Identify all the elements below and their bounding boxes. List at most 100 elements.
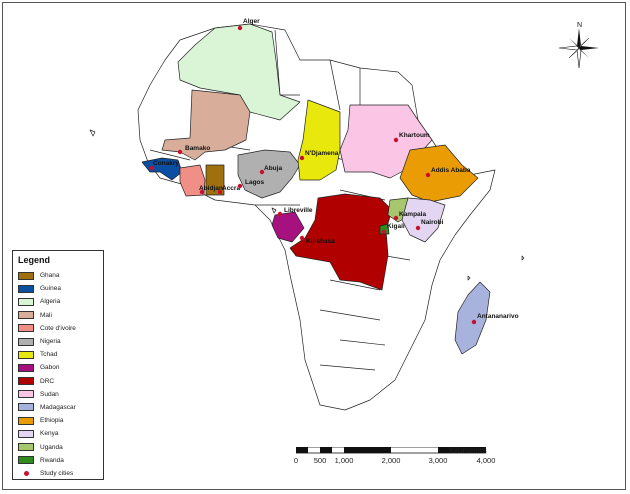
- scale-tick-label: 2,000: [381, 456, 401, 465]
- legend-label: Nigeria: [40, 338, 61, 346]
- country-cote-divoire: [179, 164, 206, 197]
- city-label-libreville: Libreville: [284, 207, 313, 214]
- country-algeria: [177, 23, 301, 121]
- legend-label: Guinea: [40, 285, 61, 293]
- city-label-conakry: Conakry: [153, 160, 179, 167]
- legend-label: Uganda: [40, 443, 63, 451]
- city-label-antananarivo: Antananarivo: [477, 313, 519, 320]
- city-marker-abidjan: [199, 189, 205, 195]
- city-label-kinshasa: Kinshasa: [306, 238, 335, 245]
- country-mali: [161, 89, 251, 161]
- city-dot-icon: [24, 470, 29, 476]
- legend-label: Rwanda: [40, 456, 64, 464]
- legend-swatch: [18, 377, 34, 386]
- city-label-bamako: Bamako: [185, 145, 210, 152]
- city-label-abidjan: Abidjan: [199, 185, 223, 192]
- legend-label: DRC: [40, 377, 55, 385]
- legend-item: Tchad: [18, 348, 98, 361]
- scale-tick-label: 4,000: [476, 456, 496, 465]
- city-marker-ndjamena: [299, 155, 305, 161]
- country-madagascar: [454, 281, 491, 355]
- city-label-ndjamena: N'Djamena: [305, 150, 339, 157]
- legend-item: Ghana: [18, 269, 98, 282]
- islands: [89, 129, 525, 281]
- scale-unit-label: Kilometers: [449, 446, 487, 455]
- legend-swatch: [18, 311, 34, 320]
- legend-item: Nigeria: [18, 335, 98, 348]
- country-kenya: [401, 197, 446, 243]
- legend: Legend Ghana Guinea Algeria Mali Cote d'ivoi…: [12, 250, 104, 480]
- legend-label: Sudan: [40, 390, 59, 398]
- city-marker-khartoum: [393, 137, 399, 143]
- country-tchad: [297, 99, 341, 181]
- scale-bar: [296, 447, 486, 454]
- city-marker-accra: [217, 189, 223, 195]
- city-label-kigali: Kigali: [387, 223, 405, 230]
- city-marker-alger: [237, 25, 243, 31]
- country-ghana: [205, 164, 225, 196]
- legend-label: Madagascar: [40, 403, 76, 411]
- city-marker-lagos: [237, 183, 243, 189]
- city-label-alger: Alger: [243, 18, 260, 25]
- city-markers: Alger Bamako Conakry Abidjan Accra Abuja…: [149, 18, 519, 325]
- city-marker-kigali: [381, 229, 387, 235]
- legend-label: Cote d'ivoire: [40, 324, 76, 332]
- city-marker-nairobi: [415, 225, 421, 231]
- country-nigeria: [237, 149, 301, 199]
- legend-item: Sudan: [18, 388, 98, 401]
- legend-swatch: [18, 390, 34, 399]
- legend-item: Kenya: [18, 427, 98, 440]
- legend-swatch: [18, 416, 34, 425]
- city-label-kampala: Kampala: [399, 211, 426, 218]
- city-label-nairobi: Nairobi: [421, 219, 444, 226]
- legend-label: Gabon: [40, 364, 60, 372]
- legend-swatch: [18, 284, 34, 293]
- city-label-accra: Accra: [222, 185, 240, 192]
- country-ethiopia: [399, 144, 479, 203]
- north-label: N: [577, 22, 582, 29]
- legend-swatch: [18, 456, 34, 465]
- city-label-khartoum: Khartoum: [399, 132, 430, 139]
- legend-label: Kenya: [40, 430, 59, 438]
- scale-tick-label: 500: [313, 456, 327, 465]
- legend-item: Gabon: [18, 361, 98, 374]
- city-marker-abuja: [259, 169, 265, 175]
- legend-item: DRC: [18, 375, 98, 388]
- legend-label: Ethiopia: [40, 417, 64, 425]
- city-marker-bamako: [177, 149, 183, 155]
- legend-swatch: [18, 297, 34, 306]
- country-guinea: [141, 157, 183, 181]
- legend-label: Mali: [40, 311, 52, 319]
- legend-item: Guinea: [18, 282, 98, 295]
- scale-tick-label: 3,000: [428, 456, 448, 465]
- legend-swatch: [18, 324, 34, 333]
- scale-tick-label: 0: [293, 456, 299, 465]
- city-marker-antananarivo: [471, 319, 477, 325]
- legend-swatch: [18, 337, 34, 346]
- city-marker-addis-ababa: [425, 172, 431, 178]
- legend-swatch: [18, 403, 34, 412]
- legend-item: Cote d'ivoire: [18, 322, 98, 335]
- compass-icon: N: [558, 22, 599, 69]
- legend-label: Tchad: [40, 351, 58, 359]
- legend-items: Ghana Guinea Algeria Mali Cote d'ivoire Niger…: [18, 269, 98, 467]
- country-drc: [289, 193, 393, 291]
- legend-label: Ghana: [40, 272, 60, 280]
- city-marker-kinshasa: [299, 235, 305, 241]
- legend-item: Ethiopia: [18, 414, 98, 427]
- legend-title: Legend: [18, 255, 51, 265]
- city-label-lagos: Lagos: [245, 179, 265, 186]
- legend-swatch: [18, 443, 34, 452]
- city-marker-kampala: [393, 215, 399, 221]
- legend-item: Mali: [18, 309, 98, 322]
- legend-item: Algeria: [18, 295, 98, 308]
- legend-item-study-cities: Study cities: [18, 467, 98, 480]
- legend-swatch: [18, 271, 34, 280]
- legend-item: Rwanda: [18, 454, 98, 467]
- city-marker-libreville: [277, 211, 283, 217]
- scale-tick-label: 1,000: [334, 456, 354, 465]
- legend-study-cities-label: Study cities: [40, 469, 74, 477]
- country-gabon: [271, 211, 305, 243]
- legend-swatch: [18, 363, 34, 372]
